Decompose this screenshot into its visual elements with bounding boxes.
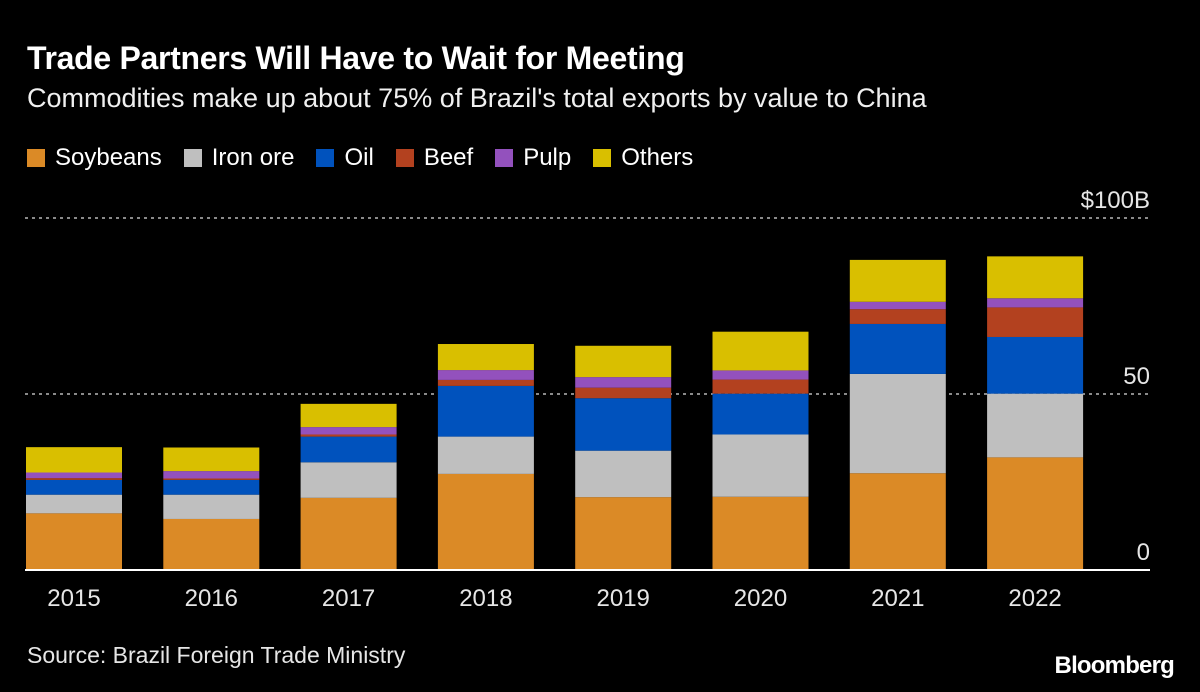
legend-swatch [183,149,202,167]
x-tick-label: 2016 [185,585,238,612]
x-tick-label: 2020 [734,585,787,612]
legend-item-oil: Oil [316,144,374,172]
legend-item-others: Others [593,144,693,172]
bar-segment-soybeans-2022 [987,457,1084,570]
bar-segment-pulp-2015 [26,472,122,479]
bar-segment-soybeans-2020 [712,496,809,570]
legend-label: Iron ore [211,144,295,171]
bar-segment-soybeans-2019 [575,497,672,570]
bar-segment-iron-ore-2022 [987,393,1084,458]
bar-segment-iron-ore-2015 [26,494,122,514]
bar-segment-iron-ore-2020 [712,434,809,497]
legend-swatch [316,149,335,167]
bar-segment-oil-2021 [849,323,946,374]
bar-segment-beef-2019 [575,387,672,399]
bar-segment-iron-ore-2021 [849,373,946,474]
bar-segment-pulp-2016 [163,471,260,479]
bar-segment-beef-2015 [26,478,122,480]
y-tick-label: $100B [1081,187,1150,214]
bar-segment-others-2020 [712,331,809,371]
bar-segment-oil-2019 [575,398,672,451]
bar-segment-oil-2015 [26,479,122,495]
y-tick-label: 50 [1123,363,1150,390]
bar-segment-others-2015 [26,447,122,473]
legend-item-beef: Beef [395,144,474,172]
legend-label: Pulp [523,144,572,171]
bar-segment-pulp-2020 [712,370,809,380]
bar-segment-others-2016 [163,447,260,472]
legend-label: Oil [344,144,374,171]
bar-segment-others-2022 [987,256,1084,299]
legend-swatch [495,149,514,167]
bar-segment-soybeans-2018 [437,473,534,570]
bar-segment-others-2021 [849,259,946,302]
bar-segment-soybeans-2015 [26,513,122,570]
bloomberg-logo: Bloomberg [1054,652,1175,679]
bar-segment-pulp-2022 [987,298,1084,308]
bar-segment-pulp-2017 [300,427,397,435]
legend-item-iron-ore: Iron ore [183,144,295,172]
bar-segment-oil-2016 [163,479,260,495]
y-tick-label: 0 [1137,539,1150,566]
chart-title: Trade Partners Will Have to Wait for Mee… [27,40,685,76]
bar-segment-beef-2017 [300,434,397,437]
bar-segment-others-2017 [300,403,397,428]
bar-segment-iron-ore-2019 [575,450,672,498]
bar-segment-pulp-2018 [437,370,534,380]
legend-label: Beef [423,144,474,171]
bar-segment-oil-2020 [712,393,809,435]
legend-swatch [593,149,612,167]
x-tick-label: 2015 [47,585,100,612]
legend-swatch [27,149,45,167]
bar-segment-beef-2020 [712,379,809,394]
legend-item-soybeans: Soybeans [27,144,162,172]
bar-segment-oil-2017 [300,436,397,463]
x-tick-label: 2022 [1008,585,1061,612]
bar-segment-iron-ore-2017 [300,462,397,498]
source-note: Source: Brazil Foreign Trade Ministry [27,642,406,668]
legend-item-pulp: Pulp [495,144,571,172]
bar-segment-soybeans-2017 [300,497,397,570]
x-tick-label: 2018 [459,585,512,612]
bar-segment-pulp-2021 [849,301,946,310]
x-tick-label: 2019 [597,585,650,612]
x-tick-label: 2021 [871,585,924,612]
bar-segment-oil-2018 [437,385,534,437]
legend-label: Others [621,144,694,171]
bar-segment-pulp-2019 [575,377,672,388]
bar-segment-beef-2021 [849,309,946,324]
bar-segment-iron-ore-2016 [163,494,260,519]
legend-label: Soybeans [55,144,162,171]
bar-segment-iron-ore-2018 [437,436,534,474]
bar-segment-oil-2022 [987,336,1084,394]
bar-segment-others-2019 [575,345,672,378]
legend-swatch [395,149,414,167]
bar-segment-beef-2016 [163,478,260,480]
bar-segment-others-2018 [437,344,534,371]
x-tick-label: 2017 [322,585,375,612]
legend: Soybeans Iron ore Oil Beef Pulp Others [27,144,693,172]
chart-subtitle: Commodities make up about 75% of Brazil'… [27,83,927,113]
bar-segment-beef-2018 [437,379,534,386]
bar-segment-soybeans-2016 [163,518,260,570]
bar-segment-beef-2022 [987,307,1084,337]
bar-segment-soybeans-2021 [849,473,946,570]
